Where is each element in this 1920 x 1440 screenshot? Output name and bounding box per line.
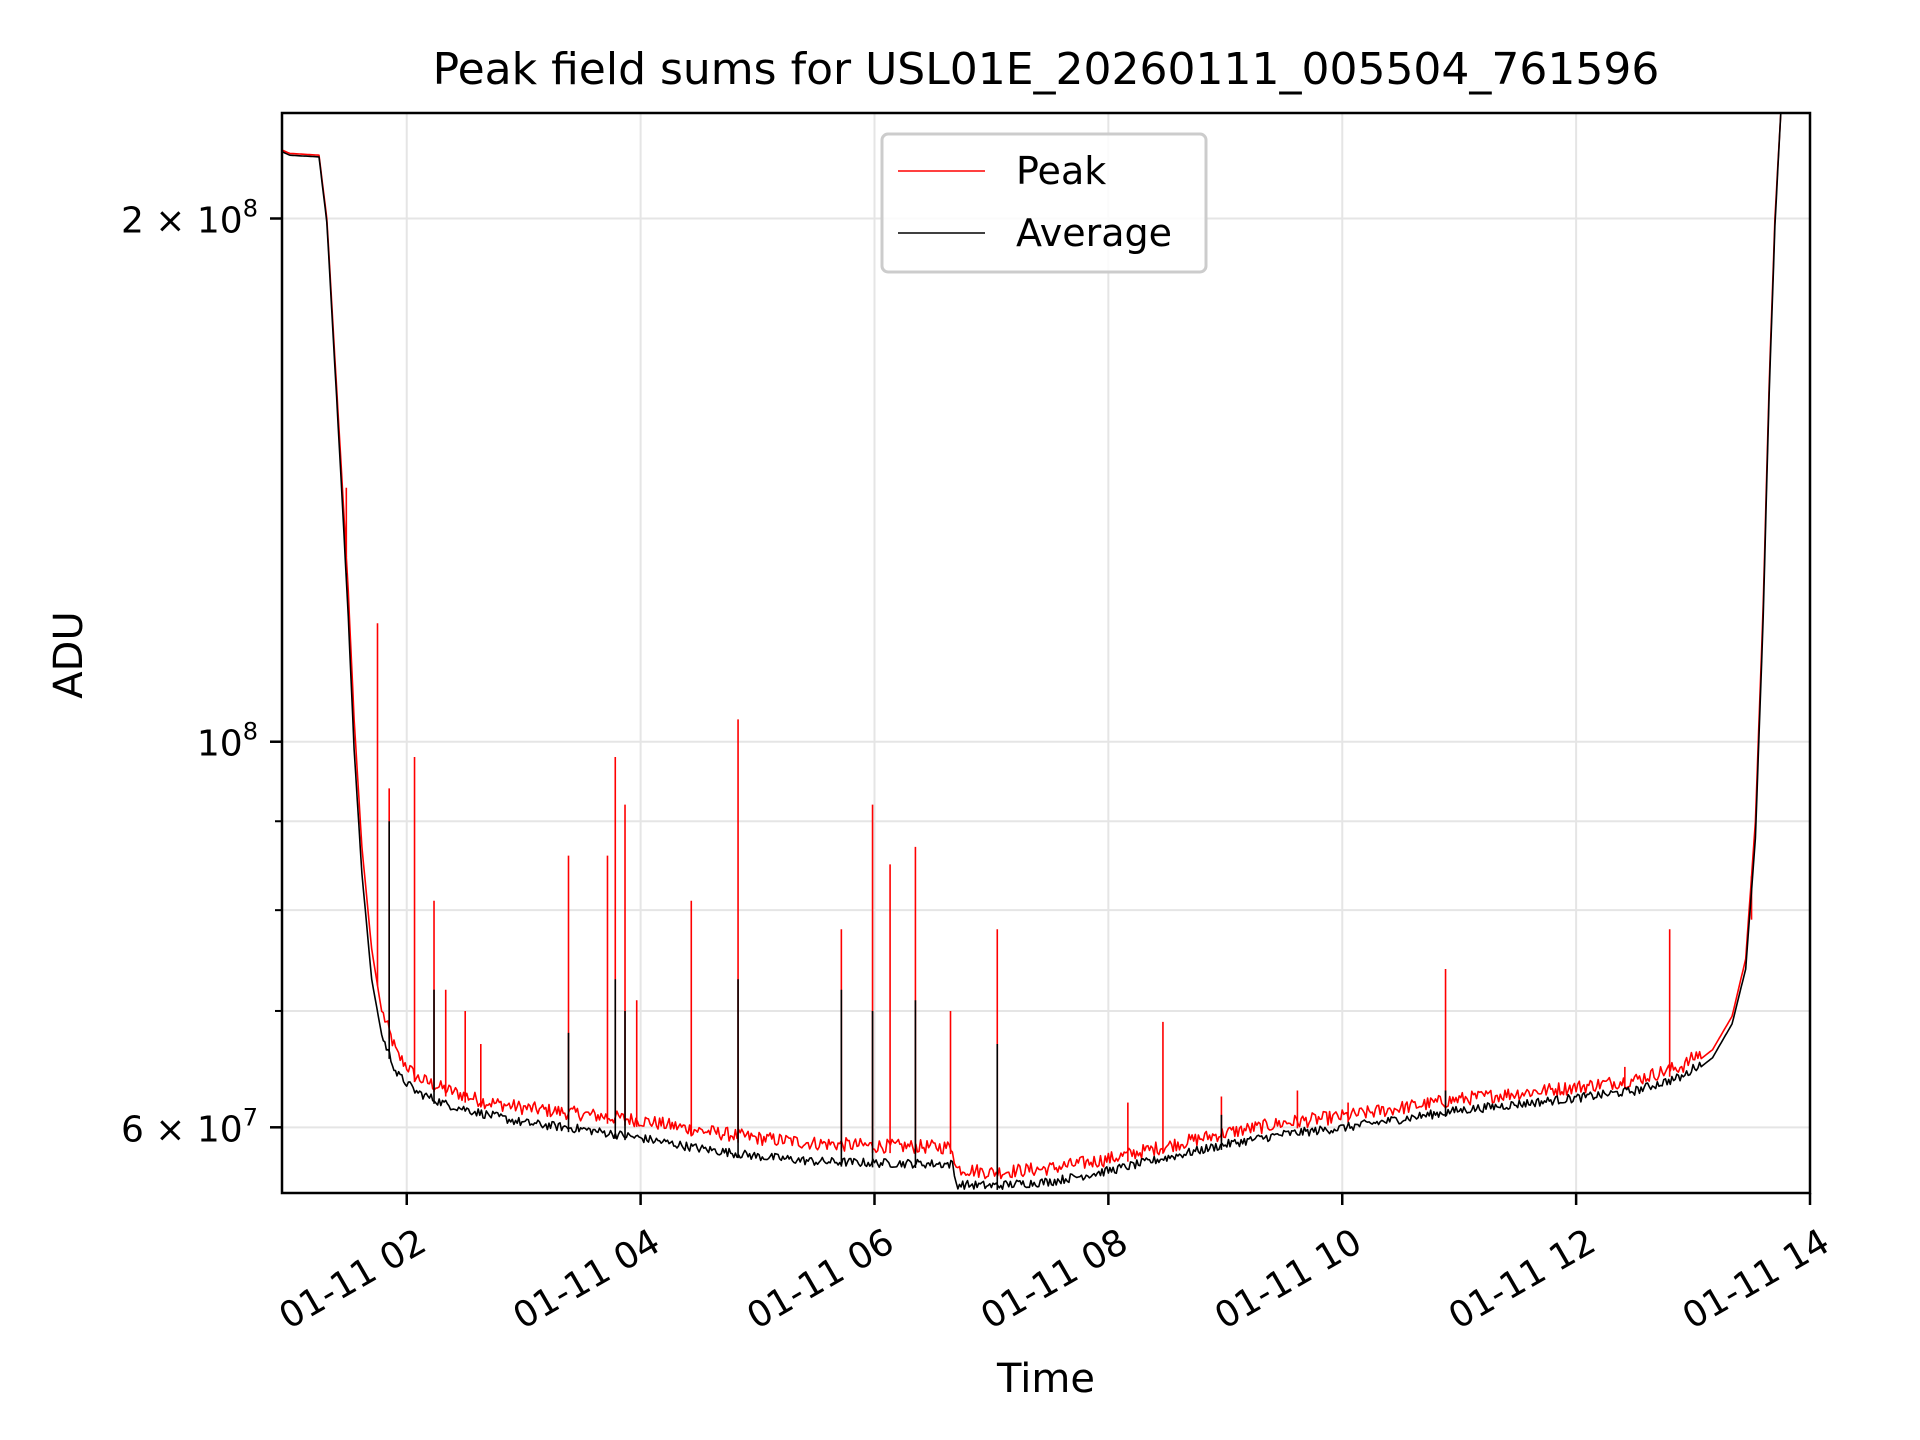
x-axis-label: Time — [996, 1356, 1095, 1402]
series-line-average — [281, 112, 1782, 1190]
y-tick-label: 108 — [197, 718, 258, 765]
y-tick-label: 6 × 107 — [121, 1103, 258, 1150]
legend: Peak Average — [880, 132, 1208, 274]
legend-box — [880, 132, 1208, 274]
y-tick-label: 2 × 108 — [121, 194, 258, 241]
series-line-peak — [281, 112, 1782, 1180]
plot-frame — [280, 111, 1812, 1195]
legend-label-average: Average — [1016, 211, 1172, 255]
series-layer — [281, 112, 1782, 1190]
legend-label-peak: Peak — [1016, 149, 1106, 193]
y-axis-label: ADU — [46, 611, 92, 698]
chart-title: Peak field sums for USL01E_20260111_0055… — [433, 44, 1660, 95]
